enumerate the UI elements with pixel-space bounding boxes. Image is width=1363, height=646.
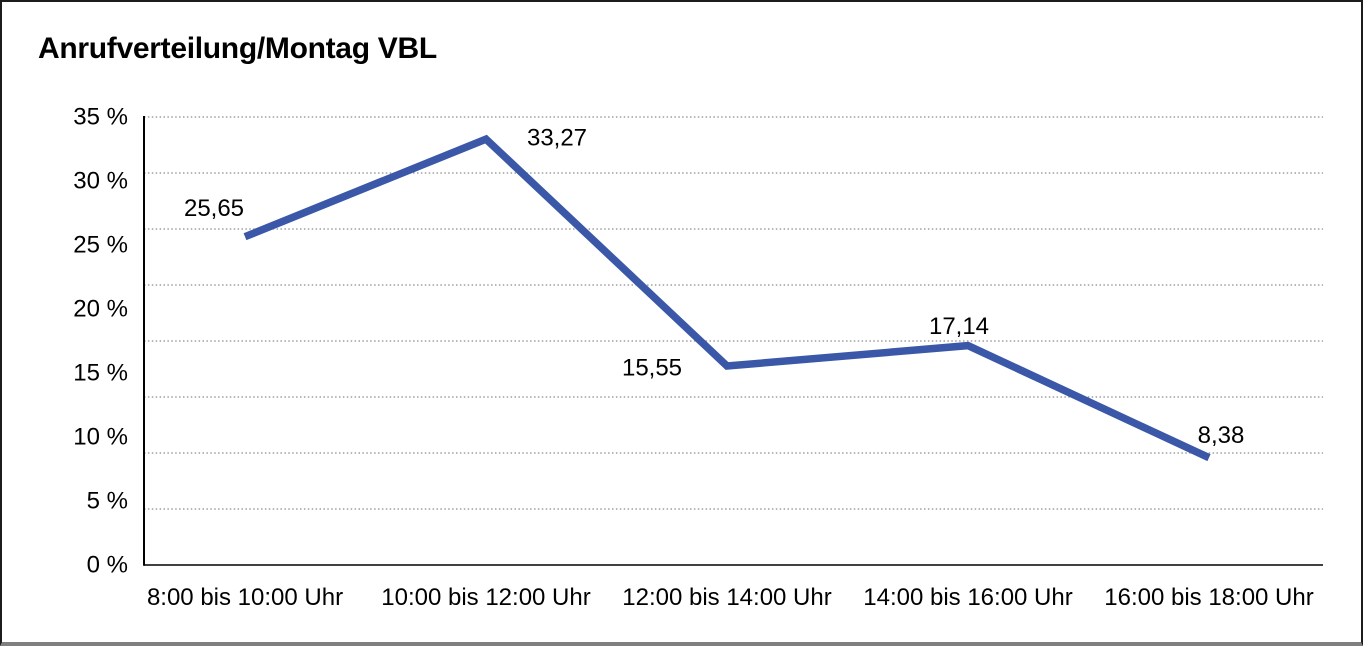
x-tick-label: 10:00 bis 12:00 Uhr [381, 584, 590, 611]
x-tick-label: 14:00 bis 16:00 Uhr [863, 584, 1072, 611]
point-label: 33,27 [527, 125, 587, 152]
y-tick-label: 30 % [73, 168, 128, 195]
y-tick-label: 0 % [87, 552, 128, 579]
y-tick-label: 15 % [73, 360, 128, 387]
point-label: 8,38 [1198, 422, 1245, 449]
x-tick-label: 12:00 bis 14:00 Uhr [622, 584, 831, 611]
point-label: 25,65 [184, 195, 244, 222]
data-line [243, 134, 1211, 462]
y-tick-label: 20 % [73, 296, 128, 323]
x-tick-label: 8:00 bis 10:00 Uhr [147, 584, 343, 611]
y-tick-label: 35 % [73, 104, 128, 131]
y-tick-label: 5 % [87, 488, 128, 515]
x-tick-label: 16:00 bis 18:00 Uhr [1104, 584, 1313, 611]
point-label: 15,55 [622, 354, 682, 381]
y-tick-label: 10 % [73, 424, 128, 451]
chart-title: Anrufverteilung/Montag VBL [38, 32, 437, 65]
y-tick-label: 25 % [73, 232, 128, 259]
point-label: 17,14 [929, 313, 989, 340]
